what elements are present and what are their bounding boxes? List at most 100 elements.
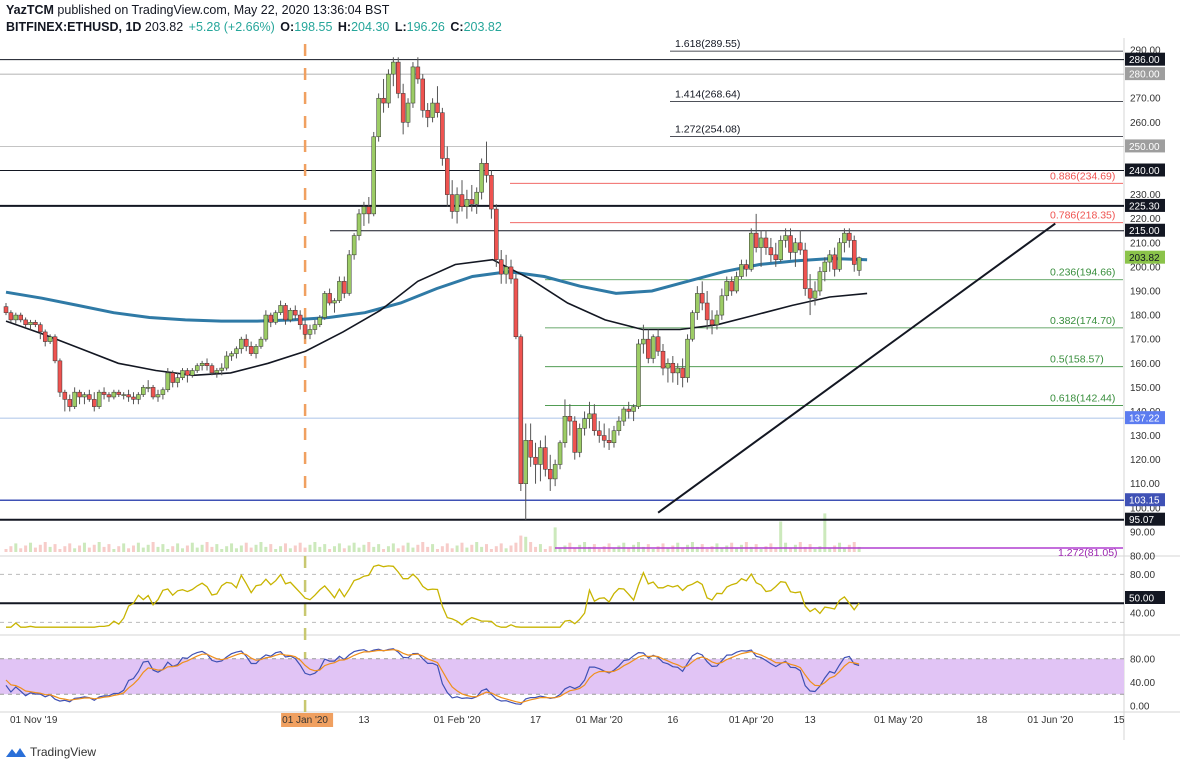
candle-body <box>572 420 578 453</box>
candle-body <box>734 276 739 292</box>
volume-bar <box>313 542 317 552</box>
candle-body <box>405 102 411 123</box>
candle-body <box>288 310 293 321</box>
candle-body <box>302 324 308 335</box>
volume-bar <box>190 542 194 552</box>
candle-body <box>234 348 239 354</box>
candle-body <box>847 232 852 241</box>
candle-body <box>317 317 323 325</box>
fib-label: 1.272(81.05) <box>1058 547 1118 559</box>
volume-bar <box>87 547 91 552</box>
candle-body <box>851 240 857 265</box>
x-axis-tick-label: 01 Nov '19 <box>10 715 58 726</box>
candle-body <box>695 293 700 313</box>
candle-body <box>798 242 803 251</box>
candle-body <box>753 232 759 248</box>
open-value: 198.55 <box>294 20 333 34</box>
candle-body <box>445 158 450 195</box>
volume-bar <box>337 543 341 552</box>
volume-bar <box>230 543 234 552</box>
candle-body <box>646 338 651 359</box>
x-axis-tick-label: 13 <box>805 715 817 726</box>
candle-body <box>606 440 612 444</box>
price-axis-badge-text: 225.30 <box>1129 201 1160 212</box>
candle-body <box>714 314 720 325</box>
price-axis-badge <box>1125 512 1165 526</box>
volume-bar <box>597 549 601 552</box>
fib-label: 0.382(174.70) <box>1050 315 1115 327</box>
x-axis-tick-label: 13 <box>358 715 370 726</box>
volume-bar <box>19 548 23 552</box>
author-name[interactable]: YazTCM <box>6 3 54 17</box>
candle-body <box>807 288 813 299</box>
candle-body <box>278 305 283 313</box>
volume-bar <box>470 544 474 552</box>
volume-bar <box>489 549 493 552</box>
price-axis-badge <box>1125 250 1165 264</box>
candle-body <box>322 293 327 318</box>
stoch-tick-label: 0.00 <box>1130 702 1150 713</box>
price-axis-badge-text: 286.00 <box>1129 55 1160 66</box>
candle-body <box>8 312 14 321</box>
volume-bar <box>524 536 528 552</box>
candle-body <box>582 418 587 429</box>
candle-body <box>180 370 185 378</box>
volume-bar <box>33 547 37 552</box>
price-axis-badge-text: 240.00 <box>1129 166 1160 177</box>
price-tick-label: 120.00 <box>1130 455 1161 466</box>
volume-bar <box>102 546 106 552</box>
volume-bar <box>362 544 366 552</box>
price-chart[interactable]: 290.00 280.00 270.00 260.00 250.00 240.00 230.… <box>0 0 1180 745</box>
volume-bar <box>195 547 199 552</box>
volume-bar <box>303 547 307 552</box>
candle-body <box>356 213 362 236</box>
volume-bar <box>627 547 631 552</box>
candle-body <box>508 266 514 280</box>
candle-body <box>160 389 166 395</box>
volume-bar <box>543 549 547 552</box>
candle-body <box>62 391 68 400</box>
rsi-tick-label: 80.00 <box>1130 570 1155 581</box>
volume-bar <box>185 545 189 552</box>
candle-body <box>837 242 842 270</box>
footer-brand-text: TradingView <box>30 745 97 759</box>
candle-body <box>346 254 352 294</box>
candle-body <box>665 363 671 369</box>
price-tick-label: 210.00 <box>1130 238 1161 249</box>
volume-bar <box>774 548 778 552</box>
candle-body <box>116 391 122 395</box>
rsi-tick-label: 40.00 <box>1130 608 1155 619</box>
candle-body <box>626 408 631 412</box>
candle-body <box>685 338 690 378</box>
candle-body <box>758 237 764 248</box>
volume-bar <box>455 545 459 552</box>
candle-body <box>145 387 151 389</box>
price-tick-label: 170.00 <box>1130 335 1161 346</box>
price-axis-badge <box>1125 223 1165 237</box>
volume-bar <box>234 548 238 552</box>
volume-bar <box>695 546 699 552</box>
volume-bar <box>431 544 435 552</box>
candle-body <box>503 266 509 275</box>
volume-bar <box>798 542 802 552</box>
candle-body <box>773 254 779 260</box>
volume-bar <box>151 542 155 552</box>
volume-bar <box>112 549 116 552</box>
candle-body <box>386 73 391 104</box>
volume-bar <box>529 542 533 552</box>
candle-body <box>77 391 82 398</box>
candle-body <box>636 343 641 407</box>
candle-body <box>57 360 63 393</box>
candle-body <box>592 413 597 431</box>
candle-body <box>557 442 563 465</box>
volume-bar <box>852 542 856 552</box>
x-axis-tick-label: 01 May '20 <box>874 715 923 726</box>
price-tick-label: 80.00 <box>1130 552 1155 563</box>
footer-brand[interactable]: TradingView <box>6 745 96 759</box>
candle-body <box>327 293 332 304</box>
volume-bar <box>131 545 135 552</box>
volume-bar <box>82 542 86 552</box>
volume-bar <box>440 546 444 552</box>
volume-bar <box>475 542 479 552</box>
candle-body <box>131 396 136 400</box>
